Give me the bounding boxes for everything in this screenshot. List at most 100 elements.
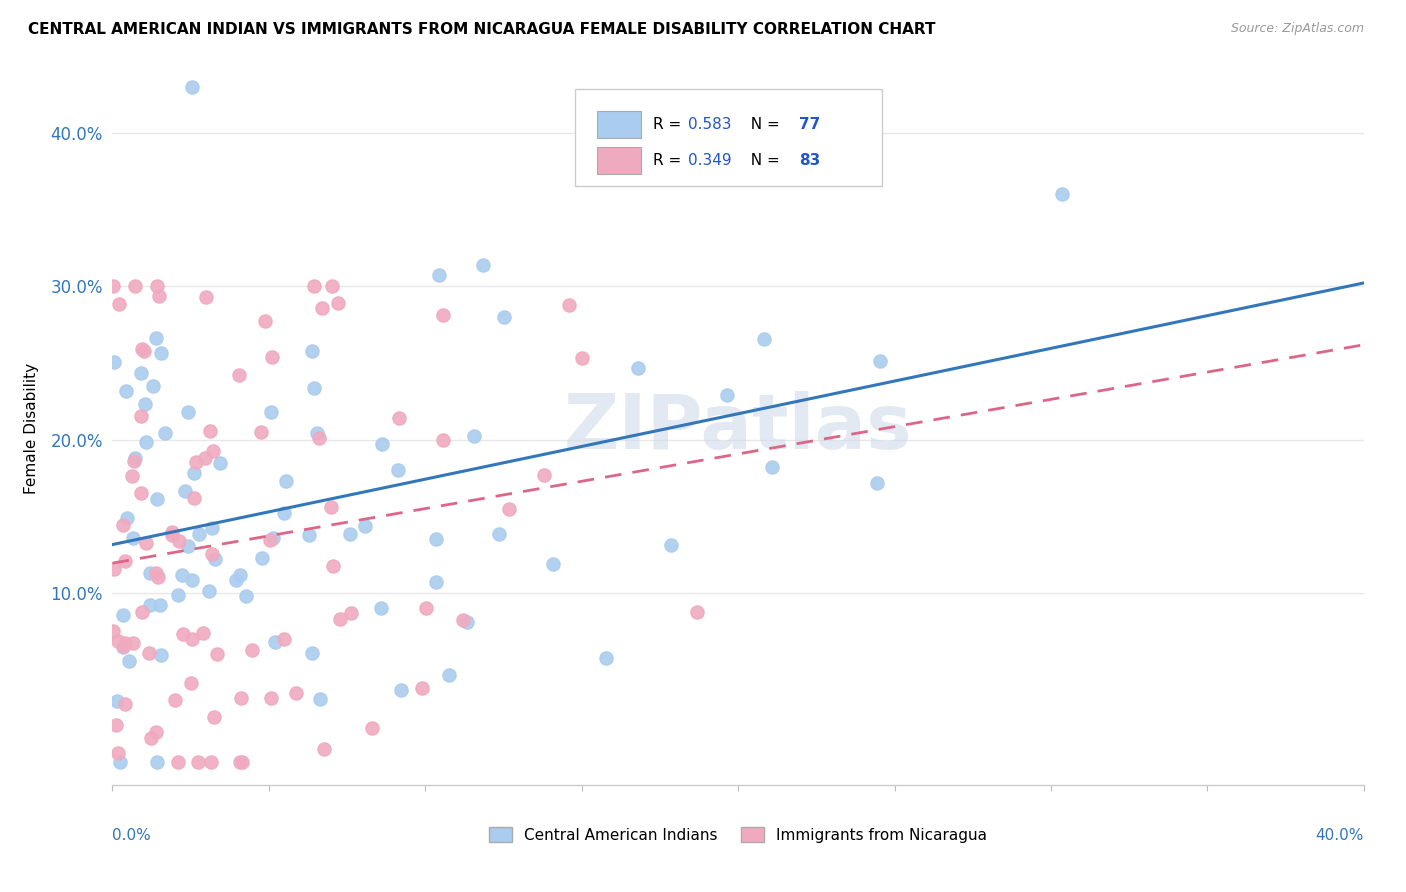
Point [314, 742, 336, 756]
Point [103, 562, 125, 576]
Point [134, 397, 156, 411]
Point [260, 350, 283, 364]
Point [183, 466, 205, 480]
Point [471, 258, 494, 272]
Point [138, 566, 160, 580]
Point [319, 500, 342, 514]
Point [259, 533, 281, 548]
Point [146, 755, 169, 769]
Point [533, 467, 555, 482]
Point [354, 518, 377, 533]
Point [129, 367, 152, 381]
FancyBboxPatch shape [596, 112, 641, 138]
Point [138, 598, 160, 612]
Point [254, 313, 277, 327]
Point [425, 533, 447, 547]
Point [124, 451, 146, 466]
Text: N =: N = [741, 118, 785, 132]
Point [869, 354, 891, 368]
Point [716, 388, 738, 402]
Text: R =: R = [652, 118, 686, 132]
Point [115, 511, 138, 525]
Point [103, 624, 125, 639]
Point [145, 566, 167, 581]
Point [571, 351, 593, 365]
Text: CENTRAL AMERICAN INDIAN VS IMMIGRANTS FROM NICARAGUA FEMALE DISABILITY CORRELATI: CENTRAL AMERICAN INDIAN VS IMMIGRANTS FR… [28, 22, 935, 37]
Point [107, 746, 129, 760]
Point [135, 435, 157, 450]
Text: R =: R = [652, 153, 686, 168]
Point [187, 755, 209, 769]
Point [228, 568, 250, 582]
Point [274, 475, 297, 489]
Point [1050, 187, 1073, 202]
Point [866, 475, 889, 490]
Point [160, 528, 183, 542]
Point [118, 654, 141, 668]
Point [209, 456, 232, 470]
Point [111, 639, 134, 653]
Point [111, 640, 134, 654]
Point [108, 755, 131, 769]
Point [228, 368, 250, 382]
Point [250, 551, 273, 566]
Point [193, 626, 215, 640]
Point [273, 632, 295, 646]
Point [339, 527, 361, 541]
Point [456, 615, 478, 629]
Point [260, 691, 283, 706]
Point [177, 405, 200, 419]
Point [167, 534, 190, 549]
Point [181, 632, 204, 646]
Point [761, 459, 783, 474]
Point [329, 612, 352, 626]
Point [302, 381, 325, 395]
Point [124, 454, 146, 468]
Point [183, 491, 205, 505]
Point [121, 468, 143, 483]
Point [145, 279, 167, 293]
Point [321, 279, 343, 293]
Text: Source: ZipAtlas.com: Source: ZipAtlas.com [1230, 22, 1364, 36]
Point [150, 345, 173, 359]
Point [148, 289, 170, 303]
Point [139, 731, 162, 746]
Point [107, 633, 129, 648]
Text: 83: 83 [800, 153, 821, 168]
Point [167, 588, 190, 602]
Point [142, 379, 165, 393]
Y-axis label: Female Disability: Female Disability [24, 362, 39, 494]
Point [131, 342, 153, 356]
Point [326, 295, 349, 310]
Point [149, 599, 172, 613]
Point [160, 525, 183, 540]
Point [173, 484, 195, 499]
Point [498, 501, 520, 516]
Point [165, 693, 187, 707]
Point [146, 492, 169, 507]
Point [425, 575, 447, 590]
Point [170, 568, 193, 582]
Point [229, 755, 252, 769]
Point [229, 691, 252, 706]
Point [249, 425, 271, 439]
Text: 0.0%: 0.0% [112, 828, 152, 843]
Point [686, 605, 709, 619]
Point [103, 355, 125, 369]
Point [225, 573, 247, 587]
Point [259, 405, 281, 419]
Point [103, 279, 125, 293]
Point [308, 431, 330, 445]
Point [451, 613, 474, 627]
Point [627, 361, 650, 376]
Point [181, 573, 204, 587]
Text: N =: N = [741, 153, 785, 168]
Point [200, 424, 222, 438]
Point [131, 605, 153, 619]
Point [204, 552, 226, 566]
Point [201, 547, 224, 561]
Point [370, 601, 392, 615]
Point [264, 635, 287, 649]
Point [187, 527, 209, 541]
Point [558, 298, 581, 312]
